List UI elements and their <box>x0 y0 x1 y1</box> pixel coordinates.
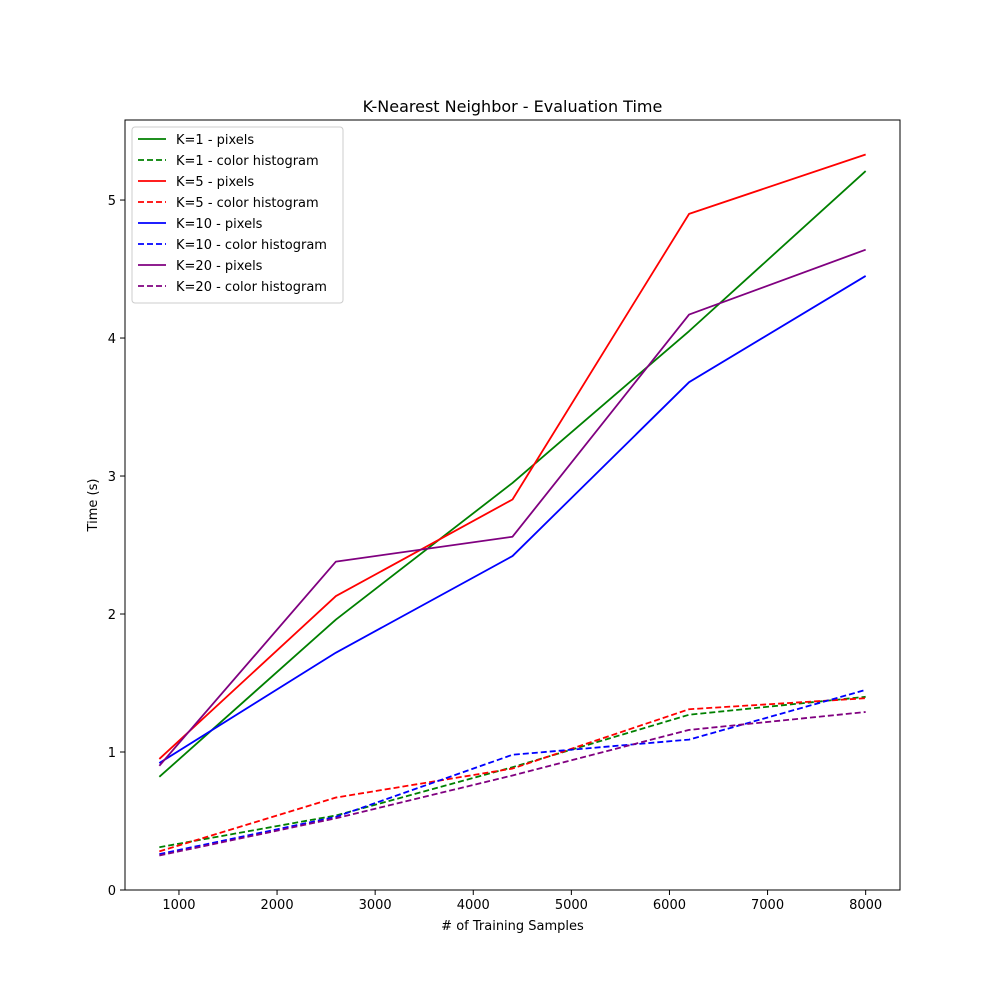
plot-frame <box>124 119 901 891</box>
x-tick-label: 1000 <box>162 898 195 913</box>
x-tick-label: 4000 <box>457 898 490 913</box>
legend-box <box>131 126 344 304</box>
y-tick-label: 2 <box>108 608 116 623</box>
legend: K=1 - pixels K=1 - color histogram K=5 - p… <box>131 126 344 304</box>
legend-label: K=10 - color histogram <box>176 238 327 253</box>
legend-label: K=5 - color histogram <box>176 196 319 211</box>
series-layer <box>158 153 867 857</box>
x-tick-label: 2000 <box>261 898 294 913</box>
series-line-k-1-pixels <box>158 170 867 778</box>
legend-label: K=20 - pixels <box>176 259 263 274</box>
y-tick-label: 4 <box>108 332 116 347</box>
x-tick-label: 3000 <box>359 898 392 913</box>
y-tick-label: 0 <box>108 884 116 899</box>
x-tick-label: 8000 <box>849 898 882 913</box>
series-line-k-10-color-histogram <box>159 689 866 856</box>
y-tick-label: 3 <box>108 470 116 485</box>
y-axis-label: Time (s) <box>86 479 101 533</box>
x-axis-label: # of Training Samples <box>441 919 584 934</box>
x-tick-label: 5000 <box>555 898 588 913</box>
y-tick-label: 5 <box>108 194 116 209</box>
x-tick-label: 7000 <box>751 898 784 913</box>
x-axis: 1000 2000 3000 4000 5000 6000 7000 8000 <box>162 890 882 913</box>
y-axis: 0 1 2 3 4 5 <box>108 194 125 899</box>
series-line-k-5-color-histogram <box>159 697 866 853</box>
series-line-k-10-pixels <box>158 275 867 764</box>
legend-label: K=20 - color histogram <box>176 280 327 295</box>
series-line-k-1-color-histogram <box>159 695 866 849</box>
legend-label: K=1 - color histogram <box>176 154 319 169</box>
series-line-k-20-color-histogram <box>159 711 866 857</box>
series-line-k-20-pixels <box>158 248 866 767</box>
legend-label: K=5 - pixels <box>176 175 254 190</box>
x-tick-label: 6000 <box>653 898 686 913</box>
y-tick-label: 1 <box>108 746 116 761</box>
legend-label: K=1 - pixels <box>176 133 254 148</box>
series-line-k-5-pixels <box>158 153 866 760</box>
chart-title: K-Nearest Neighbor - Evaluation Time <box>363 97 663 116</box>
legend-label: K=10 - pixels <box>176 217 263 232</box>
